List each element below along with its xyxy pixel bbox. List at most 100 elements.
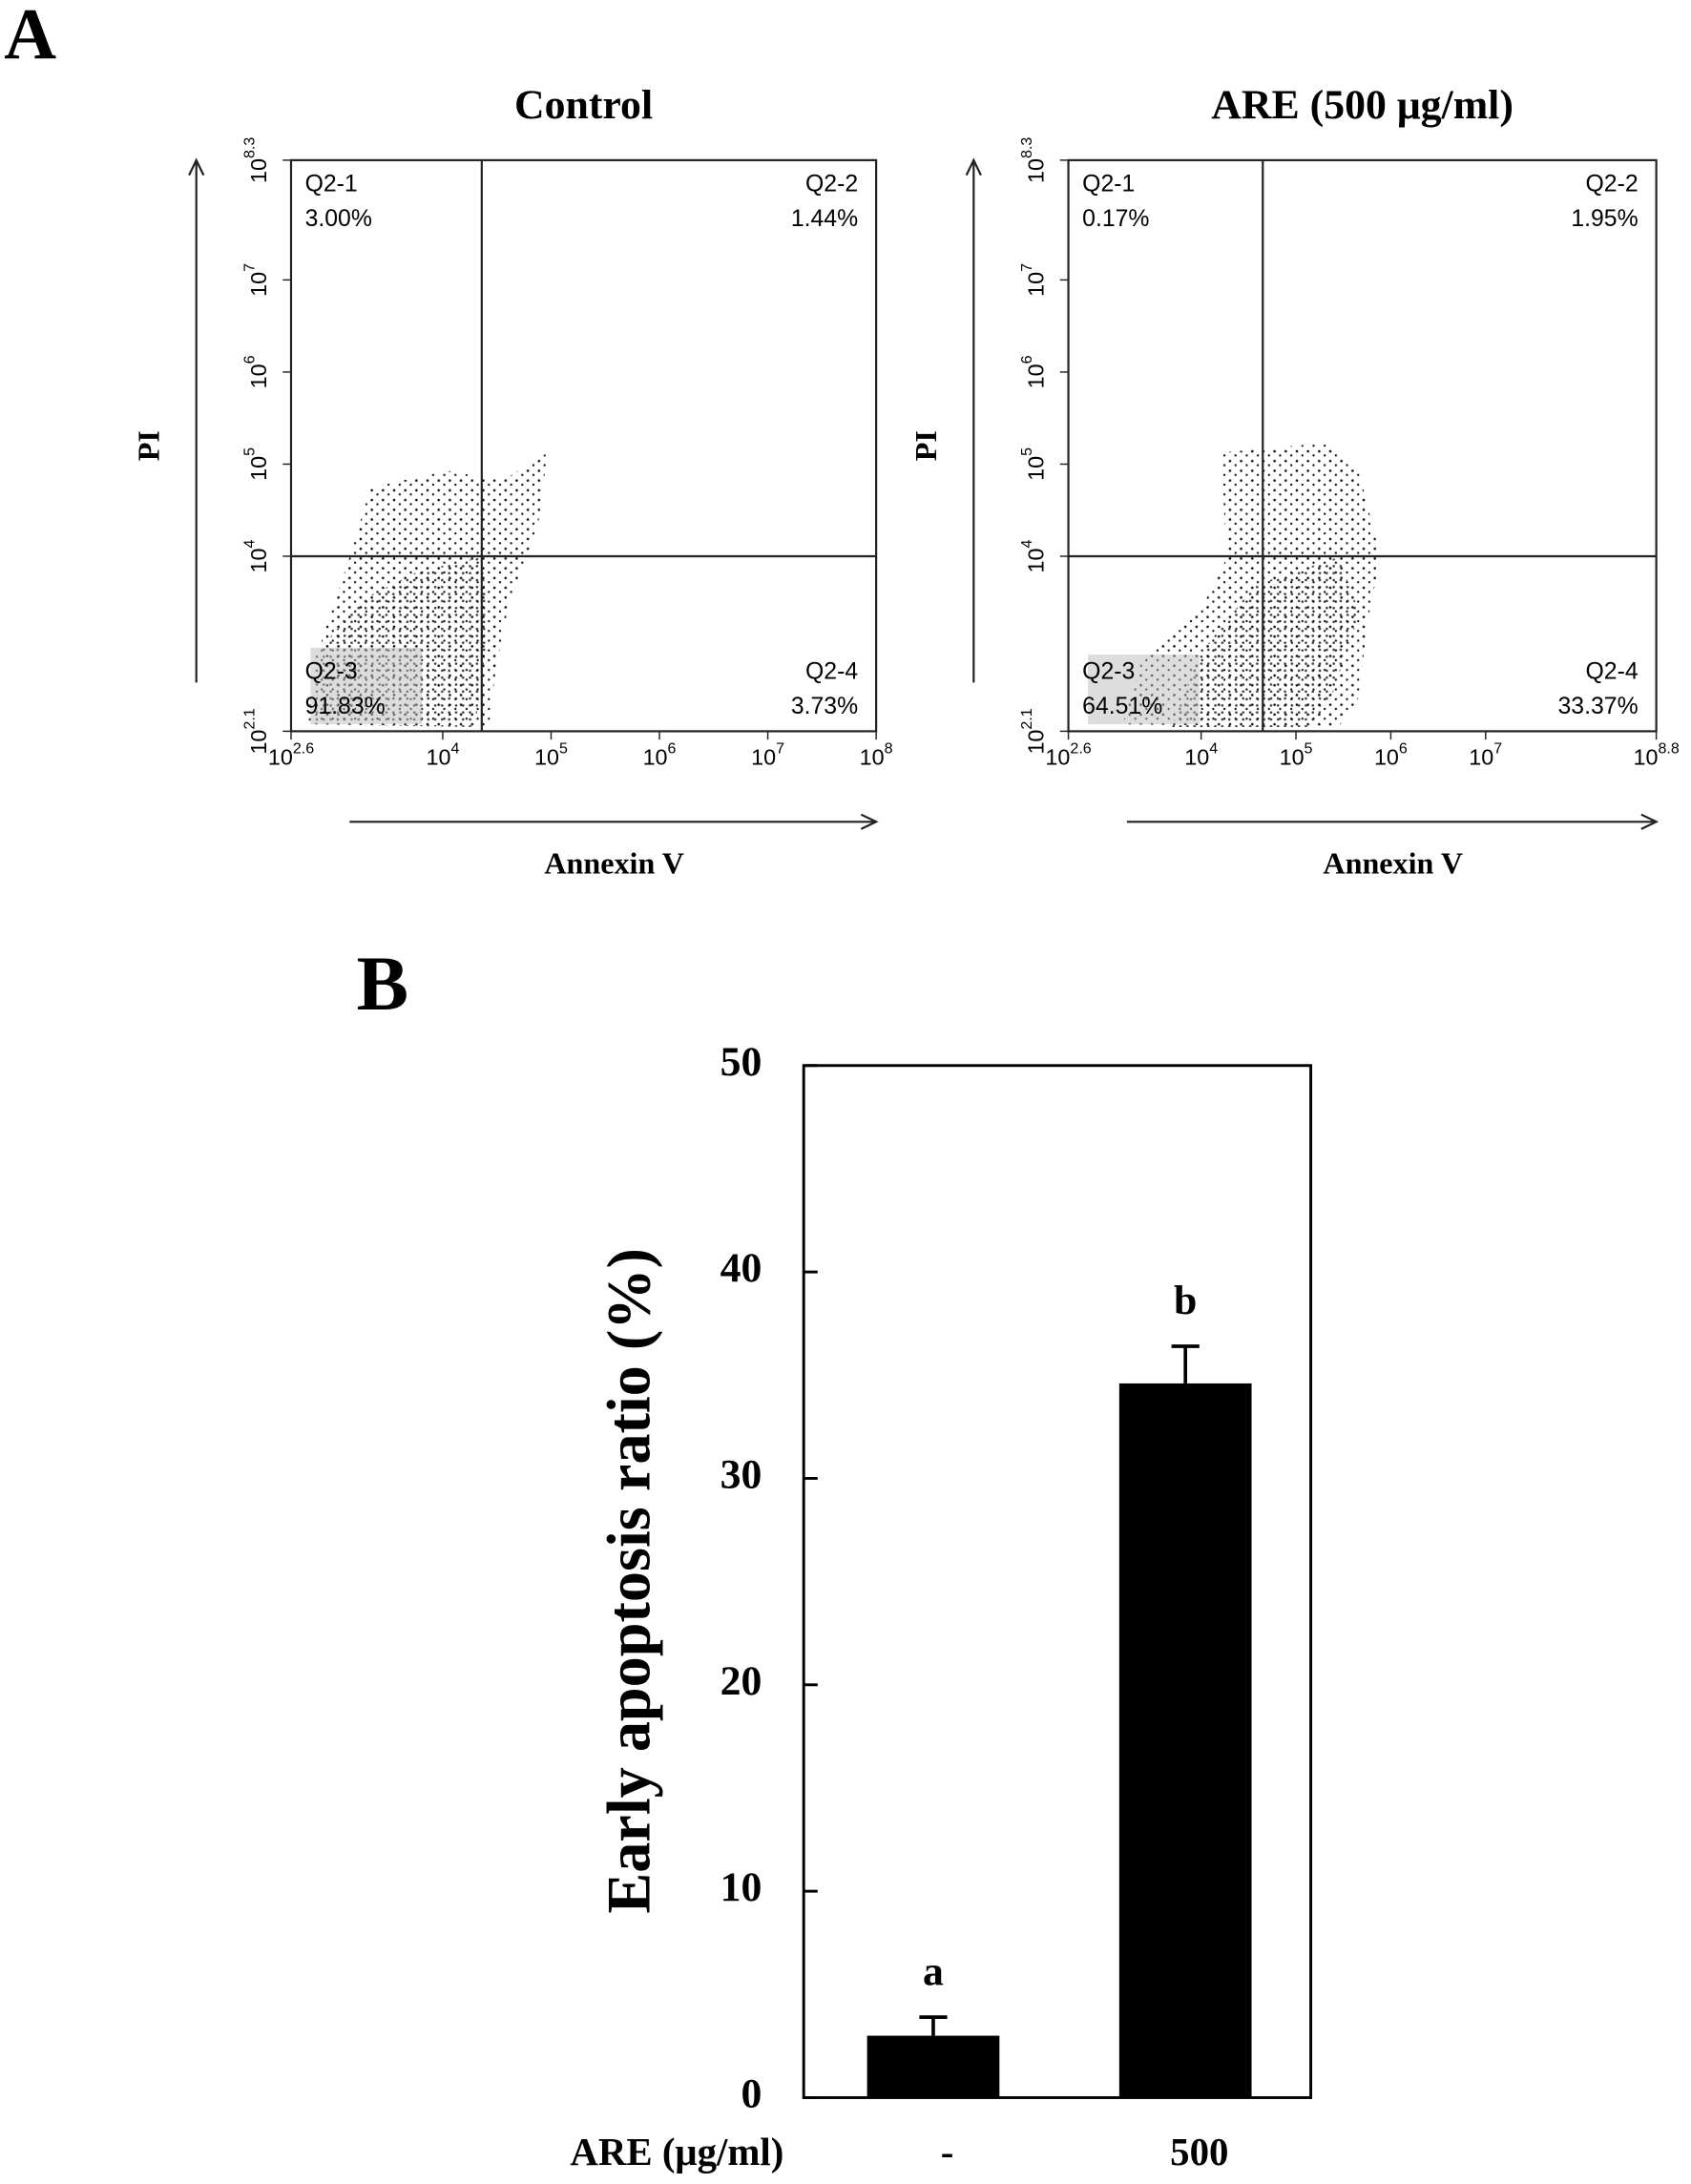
tick-base: 10	[1024, 730, 1049, 755]
plot-title: ARE (500 μg/ml)	[1211, 82, 1514, 128]
bar	[866, 2035, 1000, 2098]
y-tick-label: 107	[241, 263, 271, 297]
tick-exponent: 7	[1018, 263, 1035, 272]
y-tick-label: 108.3	[241, 137, 271, 183]
tick-exponent: 8	[885, 740, 893, 758]
y-tick-label: 106	[241, 355, 271, 388]
annotation: b	[1174, 1278, 1197, 1323]
quadrant-name: Q2-1	[305, 172, 358, 198]
x-tick-label: 102.6	[268, 740, 314, 770]
y-axis-label: PI	[908, 430, 943, 461]
y-tick-label: 0	[741, 2071, 762, 2117]
tick-base: 10	[751, 745, 776, 770]
y-tick-label: 107	[1018, 263, 1048, 297]
quadrant-name: Q2-2	[805, 172, 858, 198]
tick-exponent: 7	[241, 263, 259, 272]
tick-exponent: 2.6	[293, 740, 314, 758]
tick-exponent: 5	[1018, 447, 1035, 456]
tick-base: 10	[1024, 364, 1049, 388]
quadrant-percent: 64.51%	[1082, 694, 1162, 719]
plot-frame	[802, 1064, 1313, 2099]
quadrant-name: Q2-2	[1585, 172, 1638, 198]
tick-exponent: 8.3	[1018, 137, 1035, 158]
tick-exponent: 5	[559, 740, 568, 758]
tick-base: 10	[426, 745, 450, 770]
quadrant-percent: 91.83%	[305, 694, 386, 719]
tick-base: 10	[1024, 158, 1049, 183]
quadrant-name: Q2-1	[1082, 172, 1135, 198]
x-tick-label: 106	[643, 740, 677, 770]
x-tick-label: -	[941, 2131, 954, 2174]
tick-base: 10	[1024, 456, 1049, 481]
tick-exponent: 4	[450, 740, 459, 758]
tick-base: 10	[1024, 548, 1049, 572]
quadrant-percent: 1.95%	[1571, 206, 1638, 232]
tick-exponent: 7	[776, 740, 784, 758]
tick-base: 10	[1045, 745, 1070, 770]
y-tick-label: 102.1	[1018, 708, 1048, 754]
quadrant-name: Q2-3	[305, 659, 358, 685]
quadrant-percent: 1.44%	[791, 206, 858, 232]
x-tick-label: 107	[1469, 740, 1502, 770]
x-tick-label: 105	[1280, 740, 1313, 770]
y-axis-label: Early apoptosis ratio (%)	[595, 1248, 662, 1913]
y-tick-label: 10	[720, 1864, 762, 1910]
x-tick-label: 105	[534, 740, 568, 770]
x-tick-label: 107	[751, 740, 784, 770]
quadrant-percent: 3.00%	[305, 206, 372, 232]
tick-base: 10	[860, 745, 885, 770]
tick-base: 10	[1184, 745, 1209, 770]
tick-exponent: 6	[1399, 740, 1408, 758]
y-tick-label: 50	[720, 1039, 762, 1085]
y-tick-label: 106	[1018, 355, 1048, 388]
tick-exponent: 8.3	[241, 137, 259, 158]
arrow-head	[188, 157, 205, 177]
bar	[1118, 1383, 1252, 2098]
quadrant-name: Q2-4	[1585, 659, 1638, 685]
x-axis-label: ARE (μg/ml)	[570, 2131, 783, 2174]
annotation: a	[923, 1948, 944, 1994]
tick-exponent: 6	[1018, 355, 1035, 364]
tick-exponent: 4	[1209, 740, 1218, 758]
tick-base: 10	[246, 456, 271, 481]
x-tick-label: 102.6	[1045, 740, 1091, 770]
tick-exponent: 4	[1018, 539, 1035, 548]
y-tick-label: 105	[1018, 447, 1048, 481]
plot-title: Control	[514, 82, 653, 128]
plot-frame	[1067, 158, 1658, 733]
y-tick-label: 40	[720, 1245, 762, 1291]
tick-exponent: 4	[241, 539, 259, 548]
y-axis-label: PI	[131, 430, 165, 461]
tick-exponent: 2.1	[1018, 708, 1035, 729]
x-tick-label: 104	[1184, 740, 1218, 770]
arrow-head	[965, 157, 982, 177]
tick-exponent: 8.8	[1658, 740, 1679, 758]
y-tick-label: 105	[241, 447, 271, 481]
x-tick-label: 108.8	[1633, 740, 1679, 770]
tick-exponent: 5	[241, 447, 259, 456]
y-tick-label: 104	[1018, 539, 1048, 572]
y-tick-label: 20	[720, 1658, 762, 1704]
tick-base: 10	[1024, 272, 1049, 297]
tick-base: 10	[246, 364, 271, 388]
tick-exponent: 6	[668, 740, 677, 758]
arrow-head	[860, 813, 879, 830]
x-tick-label: 106	[1374, 740, 1408, 770]
x-tick-label: 104	[426, 740, 459, 770]
tick-base: 10	[246, 158, 271, 183]
plot-frame	[289, 158, 878, 733]
tick-exponent: 7	[1493, 740, 1502, 758]
x-tick-label: 500	[1170, 2131, 1228, 2174]
tick-base: 10	[246, 730, 271, 755]
quadrant-percent: 3.73%	[791, 694, 858, 719]
x-axis-label: Annexin V	[1323, 845, 1463, 880]
event-cloud	[307, 443, 1381, 728]
tick-exponent: 5	[1305, 740, 1313, 758]
tick-base: 10	[1374, 745, 1399, 770]
tick-exponent: 2.6	[1070, 740, 1091, 758]
x-axis-label: Annexin V	[544, 845, 684, 880]
y-tick-label: 30	[720, 1452, 762, 1498]
quadrant-percent: 33.37%	[1558, 694, 1639, 719]
tick-exponent: 2.1	[241, 708, 259, 729]
